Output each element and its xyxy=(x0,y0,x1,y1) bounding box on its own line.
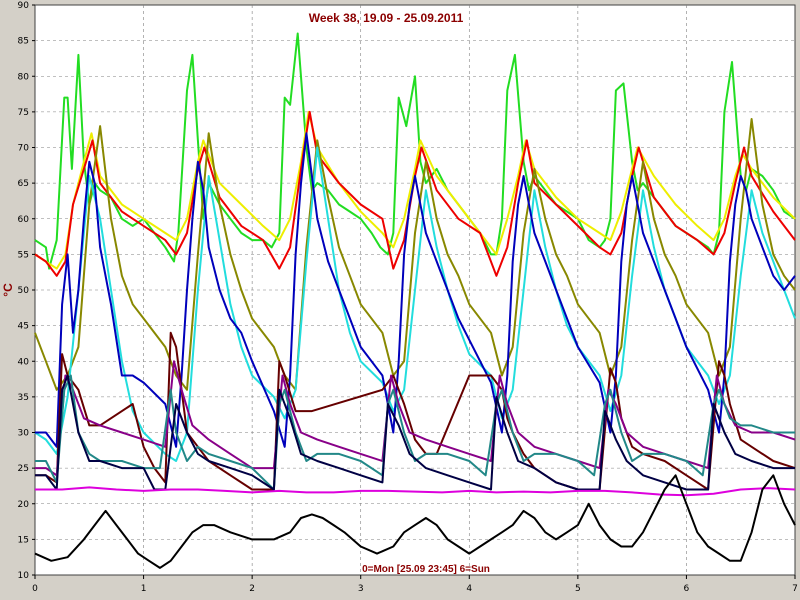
y-tick-label-7: 45 xyxy=(18,322,29,332)
series-line-10 xyxy=(35,374,795,491)
y-tick-label-13: 75 xyxy=(18,108,29,118)
y-tick-label-1: 15 xyxy=(18,535,29,545)
series-line-6 xyxy=(35,132,796,448)
y-tick-label-8: 50 xyxy=(18,286,30,296)
x-tick-label-0: 0 xyxy=(32,584,38,594)
x-tick-label-1: 1 xyxy=(141,584,147,594)
x-tick-label-5: 5 xyxy=(575,584,581,594)
series-line-3 xyxy=(34,110,796,277)
y-tick-label-12: 70 xyxy=(18,144,30,154)
y-tick-label-9: 55 xyxy=(18,250,29,260)
series-line-8 xyxy=(35,360,796,477)
x-axis-label: 0=Mon [25.09 23:45] 6=Sun xyxy=(362,564,490,575)
y-tick-label-5: 35 xyxy=(18,393,29,403)
y-axis-label: °C xyxy=(1,283,15,297)
y-tick-label-6: 40 xyxy=(18,357,30,367)
y-axis-ticks: 10 15 20 25 30 35 40 45 50 55 60 65 70 75 80 85 90 xyxy=(18,1,35,581)
y-tick-label-11: 65 xyxy=(18,179,29,189)
y-tick-label-2: 20 xyxy=(18,500,30,510)
x-tick-label-6: 6 xyxy=(684,584,690,594)
x-tick-label-7: 7 xyxy=(792,584,798,594)
y-tick-label-0: 10 xyxy=(18,571,30,581)
x-tick-label-2: 2 xyxy=(249,584,255,594)
chart-title: Week 38, 19.09 - 25.09.2011 xyxy=(309,11,464,25)
series-line-12 xyxy=(34,474,796,569)
y-tick-label-14: 80 xyxy=(18,72,30,82)
x-tick-label-3: 3 xyxy=(358,584,364,594)
y-tick-label-4: 30 xyxy=(18,429,30,439)
y-tick-label-10: 60 xyxy=(18,215,30,225)
y-tick-label-15: 85 xyxy=(18,37,29,47)
series-line-11 xyxy=(35,486,796,497)
series-line-7 xyxy=(35,331,796,491)
series-layer xyxy=(34,32,796,569)
y-tick-label-3: 25 xyxy=(18,464,29,474)
y-tick-label-16: 90 xyxy=(18,1,30,11)
series-line-2 xyxy=(34,110,796,270)
x-tick-label-4: 4 xyxy=(466,584,472,594)
series-line-4 xyxy=(34,118,796,391)
series-line-9 xyxy=(35,374,795,491)
x-axis-ticks: 0 1 2 3 4 5 6 7 xyxy=(32,575,798,594)
